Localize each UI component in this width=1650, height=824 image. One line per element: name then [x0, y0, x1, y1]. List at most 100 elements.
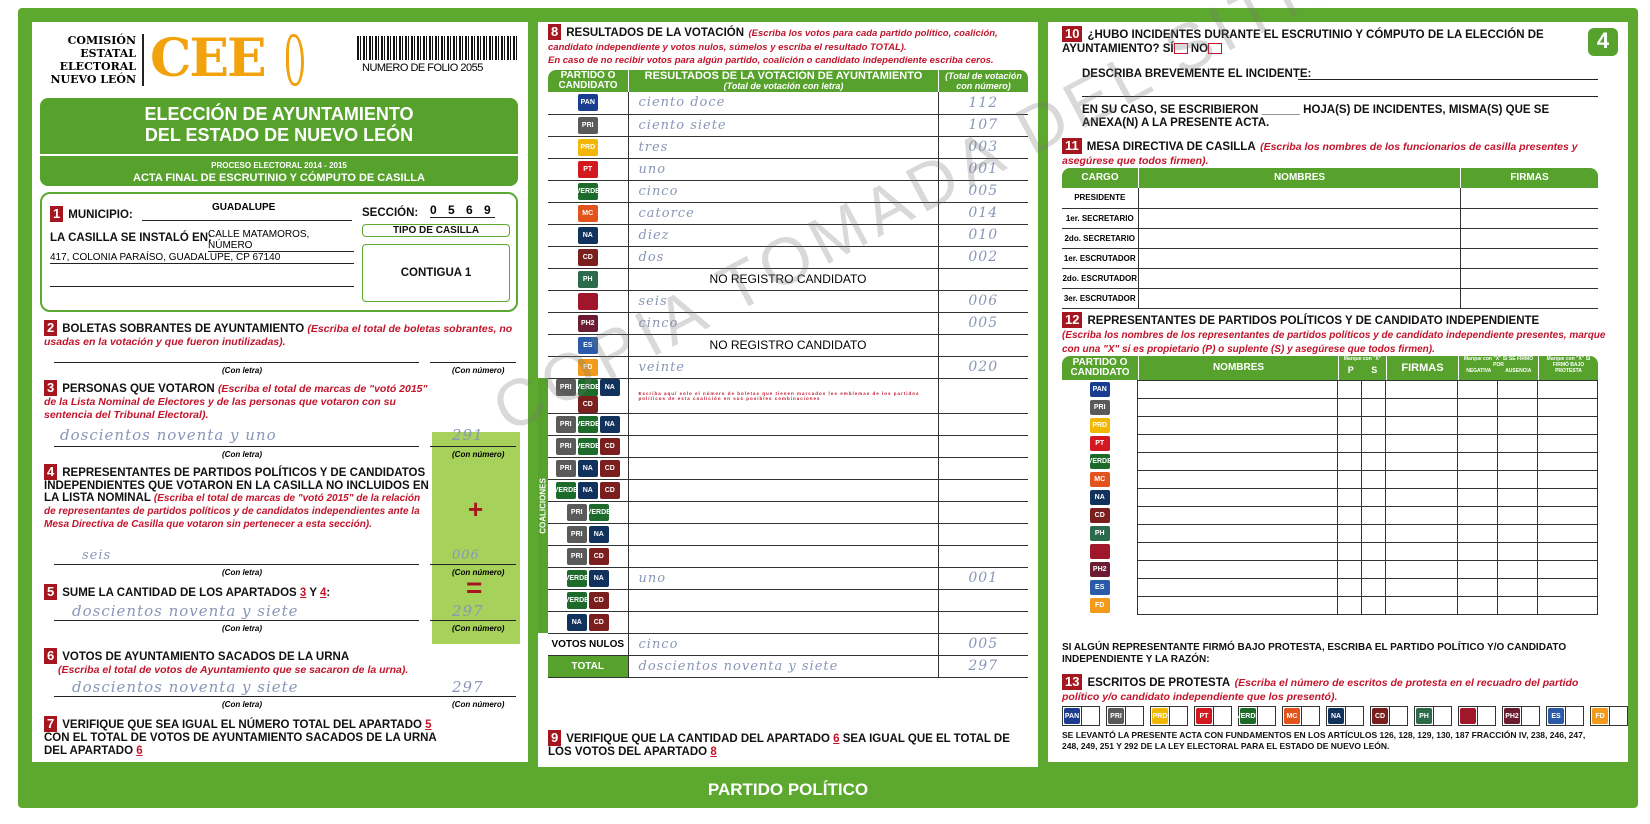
no-checkbox[interactable]	[1208, 43, 1223, 55]
s6-numero[interactable]: 297	[452, 678, 484, 696]
votes-number-field[interactable]	[937, 334, 1028, 357]
s4-letra[interactable]: seis	[82, 548, 112, 563]
rep-signature-field[interactable]	[1385, 398, 1459, 417]
votes-number-field[interactable]	[937, 611, 1028, 634]
propietario-box[interactable]	[1337, 488, 1363, 507]
votes-number-field[interactable]	[937, 457, 1028, 480]
protest-count-box-cd[interactable]: CD	[1370, 706, 1408, 726]
votes-letter-field[interactable]	[627, 413, 938, 436]
rep-signature-field[interactable]	[1385, 524, 1459, 543]
protest-count-box-fd[interactable]: FD	[1590, 706, 1628, 726]
bajo-protesta-box[interactable]	[1537, 416, 1598, 435]
suplente-box[interactable]	[1361, 506, 1387, 525]
votes-letter-field[interactable]: cinco	[627, 312, 938, 335]
negativa-box[interactable]	[1457, 416, 1499, 435]
rep-signature-field[interactable]	[1385, 488, 1459, 507]
officer-name-field[interactable]	[1137, 288, 1460, 309]
ausencia-box[interactable]	[1497, 398, 1538, 417]
ausencia-box[interactable]	[1497, 542, 1538, 561]
votes-number-field[interactable]	[937, 523, 1028, 546]
votes-number-field[interactable]	[937, 545, 1028, 568]
protest-count-box-pt[interactable]: PT	[1194, 706, 1232, 726]
protest-count-box-ph[interactable]: PH	[1414, 706, 1452, 726]
officer-signature-field[interactable]	[1459, 288, 1598, 309]
votes-number-field[interactable]	[937, 501, 1028, 524]
votes-letter-field[interactable]	[627, 457, 938, 480]
votes-letter-field[interactable]: catorce	[627, 202, 938, 225]
ausencia-box[interactable]	[1497, 488, 1538, 507]
ausencia-box[interactable]	[1497, 416, 1538, 435]
officer-signature-field[interactable]	[1459, 248, 1598, 269]
rep-name-field[interactable]	[1137, 524, 1339, 543]
negativa-box[interactable]	[1457, 596, 1499, 615]
rep-name-field[interactable]	[1137, 578, 1339, 597]
votes-letter-field[interactable]	[627, 479, 938, 502]
votes-letter-field[interactable]	[627, 523, 938, 546]
rep-signature-field[interactable]	[1385, 416, 1459, 435]
ausencia-box[interactable]	[1497, 470, 1538, 489]
suplente-box[interactable]	[1361, 488, 1387, 507]
officer-signature-field[interactable]	[1459, 228, 1598, 249]
ausencia-box[interactable]	[1497, 578, 1538, 597]
rep-signature-field[interactable]	[1385, 578, 1459, 597]
votes-number-field[interactable]	[937, 413, 1028, 436]
ausencia-box[interactable]	[1497, 434, 1538, 453]
rep-name-field[interactable]	[1137, 380, 1339, 399]
s5-letra[interactable]: doscientos noventa y siete	[72, 602, 299, 620]
propietario-box[interactable]	[1337, 380, 1363, 399]
propietario-box[interactable]	[1337, 434, 1363, 453]
bajo-protesta-box[interactable]	[1537, 506, 1598, 525]
propietario-box[interactable]	[1337, 416, 1363, 435]
bajo-protesta-box[interactable]	[1537, 524, 1598, 543]
rep-name-field[interactable]	[1137, 506, 1339, 525]
bajo-protesta-box[interactable]	[1537, 434, 1598, 453]
protest-count-box-verde[interactable]: VERDE	[1236, 706, 1276, 726]
rep-name-field[interactable]	[1137, 542, 1339, 561]
ausencia-box[interactable]	[1497, 524, 1538, 543]
votes-letter-field[interactable]: ciento siete	[627, 114, 938, 137]
s3-letra[interactable]: doscientos noventa y uno	[60, 426, 277, 444]
rep-signature-field[interactable]	[1385, 596, 1459, 615]
votes-letter-field[interactable]: tres	[627, 136, 938, 159]
rep-name-field[interactable]	[1137, 434, 1339, 453]
bajo-protesta-box[interactable]	[1537, 542, 1598, 561]
bajo-protesta-box[interactable]	[1537, 380, 1598, 399]
protest-count-box-pri[interactable]: PRI	[1106, 706, 1144, 726]
propietario-box[interactable]	[1337, 524, 1363, 543]
officer-name-field[interactable]	[1137, 208, 1460, 229]
officer-signature-field[interactable]	[1459, 208, 1598, 229]
votes-number-field[interactable]: 005	[937, 633, 1028, 656]
negativa-box[interactable]	[1457, 524, 1499, 543]
suplente-box[interactable]	[1361, 524, 1387, 543]
votes-number-field[interactable]: 020	[937, 356, 1028, 379]
votes-letter-field[interactable]	[627, 501, 938, 524]
s4-numero[interactable]: 006	[452, 548, 480, 563]
rep-name-field[interactable]	[1137, 560, 1339, 579]
negativa-box[interactable]	[1457, 578, 1499, 597]
bajo-protesta-box[interactable]	[1537, 488, 1598, 507]
votes-letter-field[interactable]	[627, 435, 938, 458]
votes-number-field[interactable]: 010	[937, 224, 1028, 247]
votes-number-field[interactable]	[937, 479, 1028, 502]
si-checkbox[interactable]	[1173, 43, 1188, 55]
votes-number-field[interactable]: 001	[937, 158, 1028, 181]
propietario-box[interactable]	[1337, 470, 1363, 489]
propietario-box[interactable]	[1337, 560, 1363, 579]
suplente-box[interactable]	[1361, 434, 1387, 453]
rep-signature-field[interactable]	[1385, 452, 1459, 471]
votes-letter-field[interactable]	[627, 545, 938, 568]
votes-number-field[interactable]	[937, 268, 1028, 291]
votes-letter-field[interactable]: ciento doce	[627, 92, 938, 115]
suplente-box[interactable]	[1361, 470, 1387, 489]
votes-letter-field[interactable]	[627, 589, 938, 612]
suplente-box[interactable]	[1361, 560, 1387, 579]
bajo-protesta-box[interactable]	[1537, 470, 1598, 489]
propietario-box[interactable]	[1337, 596, 1363, 615]
votes-letter-field[interactable]: cinco	[627, 633, 938, 656]
protest-count-box-pan[interactable]: PAN	[1062, 706, 1100, 726]
rep-name-field[interactable]	[1137, 596, 1339, 615]
rep-signature-field[interactable]	[1385, 542, 1459, 561]
votes-letter-field[interactable]: diez	[627, 224, 938, 247]
negativa-box[interactable]	[1457, 542, 1499, 561]
votes-number-field[interactable]: 005	[937, 312, 1028, 335]
